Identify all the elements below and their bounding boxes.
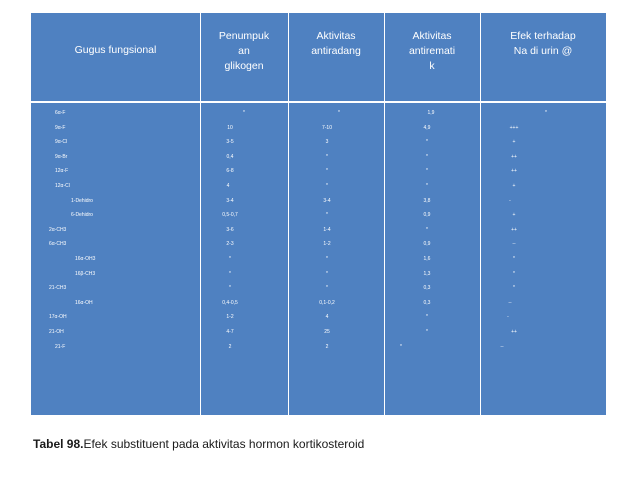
table-cell: 6-Dehidro	[71, 212, 93, 218]
table-cell: 7-10	[321, 125, 332, 131]
table-cell: 9α-Cl	[55, 139, 68, 145]
table-cell: 6α-CH3	[49, 241, 67, 247]
column-divider	[288, 13, 289, 415]
table-cell: 0,1-0,2	[319, 300, 335, 306]
table-cell: +	[512, 139, 516, 145]
table-cell: *	[513, 256, 515, 262]
table-cell: *	[326, 256, 328, 262]
table-cell: 1-4	[323, 227, 331, 233]
header-aktivitas-antiradang: Aktivitas antiradang	[311, 30, 361, 57]
table-cell: *	[545, 110, 547, 116]
table-cell: *	[513, 271, 515, 277]
table-cell: 3-5	[226, 139, 234, 145]
table-cell: -	[509, 198, 511, 204]
table-cell: -	[507, 314, 509, 320]
table-cell: +	[512, 212, 516, 218]
table-cell: ++	[511, 329, 517, 335]
table-cell: 10	[227, 125, 233, 131]
table-cell: *	[326, 285, 328, 291]
table-cell: 12α-F	[55, 168, 69, 174]
table-cell: 1,6	[423, 256, 431, 262]
table-cell: 6-8	[226, 168, 234, 174]
table-cell: *	[513, 285, 515, 291]
table-cell: 21-OH	[49, 329, 64, 335]
table-cell: 16α-OH	[75, 300, 93, 306]
table-cell: 21-F	[55, 344, 66, 350]
table-cell: 9α-F	[55, 125, 66, 131]
table-cell: *	[426, 329, 428, 335]
table-cell: 4,9	[423, 125, 431, 131]
table-cell: 1,9	[427, 110, 435, 116]
table-cell: 6α-F	[55, 110, 66, 116]
table-cell: 25	[324, 329, 330, 335]
table-cell: *	[243, 110, 245, 116]
table-cell: *	[426, 139, 428, 145]
table-cell: 1-2	[323, 241, 331, 247]
table-cell: 9α-Br	[55, 154, 68, 160]
table-cell: 2-3	[226, 241, 234, 247]
table-cell: 4	[226, 183, 230, 189]
table-cell: *	[326, 168, 328, 174]
table-cell: ++	[511, 168, 517, 174]
table-cell: 2	[228, 344, 232, 350]
column-divider	[480, 13, 481, 415]
table-cell: --	[512, 241, 516, 247]
table-cell: ++	[511, 227, 517, 233]
table-cell: --	[500, 344, 504, 350]
table-cell: *	[426, 183, 428, 189]
column-divider	[200, 13, 201, 415]
caption-label: Tabel 98.	[33, 437, 84, 451]
table-cell: 1-Dehidro	[71, 198, 93, 204]
table-cell: *	[229, 271, 231, 277]
table-cell: 16β-CH3	[75, 271, 96, 277]
table-cell: 3-4	[323, 198, 331, 204]
table-cell: 17α-OH	[49, 314, 67, 320]
table-cell: 2	[325, 344, 329, 350]
table-cell: *	[326, 183, 328, 189]
table-cell: 0,9	[423, 212, 431, 218]
table-cell: +	[512, 183, 516, 189]
caption-text: Efek substituent pada aktivitas hormon k…	[83, 437, 365, 451]
table-cell: *	[338, 110, 340, 116]
header-divider	[31, 101, 606, 103]
table-cell: 0,3	[423, 285, 431, 291]
table-cell: ++	[511, 154, 517, 160]
table-cell: --	[508, 300, 512, 306]
table-cell: 0,4-0,5	[222, 300, 238, 306]
table-caption: Tabel 98.Efek substituent pada aktivitas…	[33, 437, 364, 451]
table-cell: 2α-CH3	[49, 227, 67, 233]
table-cell: 3-4	[226, 198, 234, 204]
table-cell: 0,5-0,7	[222, 212, 238, 218]
table-cell: *	[426, 314, 428, 320]
column-divider	[384, 13, 385, 415]
substituent-effects-table: Gugus fungsional Penumpuk an glikogen Ak…	[31, 13, 606, 415]
table-cell: *	[400, 344, 402, 350]
table-cell: 0,4	[226, 154, 234, 160]
table-cell: 0,9	[423, 241, 431, 247]
table-cell: *	[326, 154, 328, 160]
table-cell: *	[229, 285, 231, 291]
table-cell: 3,8	[423, 198, 431, 204]
table-cell: *	[426, 168, 428, 174]
table-cell: 1-2	[226, 314, 234, 320]
header-gugus-fungsional: Gugus fungsional	[74, 44, 157, 56]
table-cell: *	[229, 256, 231, 262]
table-cell: 12α-Cl	[55, 183, 70, 189]
table-cell: 3-6	[226, 227, 234, 233]
table-cell: *	[326, 212, 328, 218]
table-cell: 4	[325, 314, 329, 320]
table-cell: 1,3	[423, 271, 431, 277]
table-cell: 21-CH3	[49, 285, 67, 291]
table-cell: +++	[509, 125, 519, 131]
table-cell: *	[426, 227, 428, 233]
table-cell: *	[326, 271, 328, 277]
table-cell: 16α-OH3	[75, 256, 96, 262]
header-aktivitas-antirematik: Aktivitas antiremati k	[408, 30, 456, 72]
table-cell: 4-7	[226, 329, 234, 335]
table-cell: 3	[325, 139, 329, 145]
header-efek-na-urin: Efek terhadap Na di urin @	[510, 30, 576, 57]
header-penumpukan-glikogen: Penumpuk an glikogen	[218, 30, 270, 72]
table-cell: *	[426, 154, 428, 160]
table-cell: 0,3	[423, 300, 431, 306]
